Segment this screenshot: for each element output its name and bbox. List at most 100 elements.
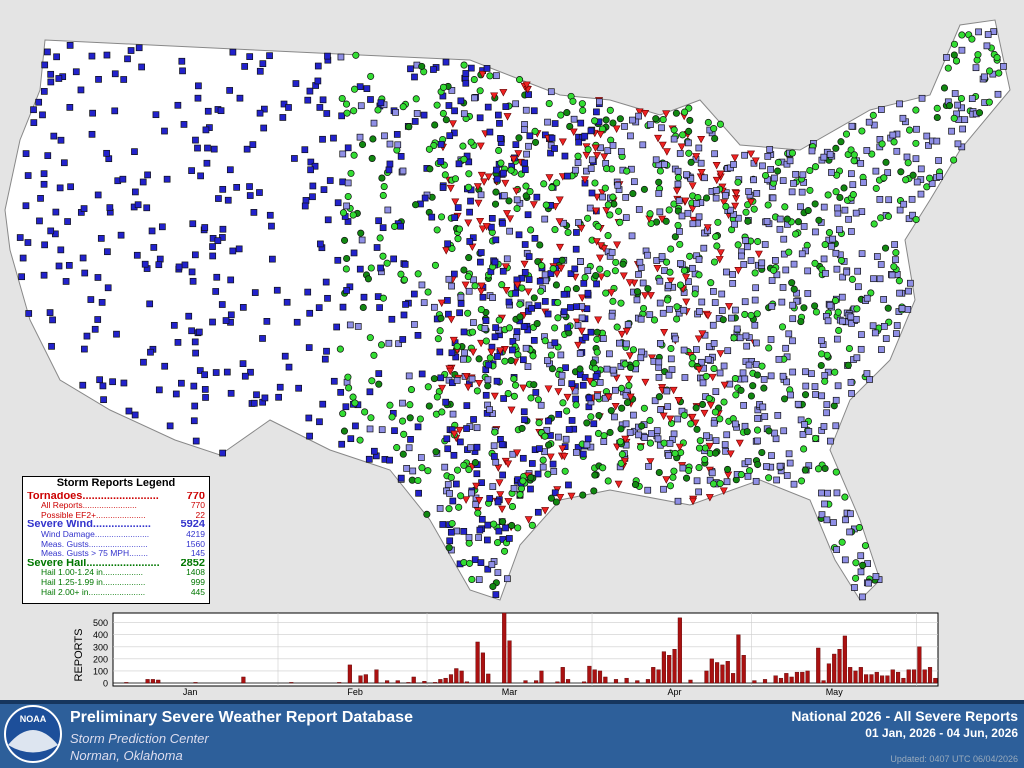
hail-marker xyxy=(471,459,479,467)
bar xyxy=(480,652,485,684)
wind-marker xyxy=(723,431,731,439)
hail-marker xyxy=(388,413,396,421)
hail-marker xyxy=(489,582,497,591)
wind-marker xyxy=(609,366,617,374)
hail-marker xyxy=(591,179,599,187)
hail-marker xyxy=(368,154,376,162)
wind-marker xyxy=(391,427,398,435)
hail-marker xyxy=(548,184,556,192)
bar xyxy=(826,663,831,684)
tornado-marker xyxy=(476,217,485,226)
wind-marker xyxy=(30,106,37,114)
wind-marker xyxy=(826,150,834,158)
wind-marker xyxy=(872,167,880,175)
hail-marker xyxy=(425,145,433,153)
wind-marker xyxy=(689,220,697,228)
wind-marker xyxy=(716,369,724,377)
hail-marker xyxy=(475,355,483,363)
wind-marker xyxy=(229,247,237,255)
tornado-marker xyxy=(558,445,567,453)
wind-marker xyxy=(637,315,645,323)
wind-marker xyxy=(799,171,807,179)
wind-marker xyxy=(754,437,761,445)
wind-marker xyxy=(462,70,470,77)
wind-marker xyxy=(491,333,499,341)
wind-marker xyxy=(41,241,48,249)
hail-marker xyxy=(770,266,778,274)
hail-marker xyxy=(471,282,479,290)
wind-marker xyxy=(462,79,470,87)
wind-marker xyxy=(859,593,866,601)
wind-marker xyxy=(484,536,491,544)
wind-marker xyxy=(259,60,267,67)
bar xyxy=(848,667,853,684)
wind-marker xyxy=(767,372,775,380)
wind-marker xyxy=(783,378,790,386)
bar xyxy=(896,671,901,684)
wind-marker xyxy=(994,90,1002,98)
tornado-marker xyxy=(697,168,706,177)
wind-marker xyxy=(808,370,815,377)
wind-marker xyxy=(774,412,782,419)
wind-marker xyxy=(40,271,48,279)
tornado-marker xyxy=(567,492,576,501)
row-label: Hail 1.00-1.24 in................. xyxy=(41,568,144,578)
bar xyxy=(789,676,794,684)
wind-marker xyxy=(812,228,819,236)
wind-marker xyxy=(79,381,87,389)
hail-marker xyxy=(453,466,462,474)
wind-marker xyxy=(246,192,254,199)
tornado-marker xyxy=(546,453,555,462)
wind-marker xyxy=(453,377,461,384)
wind-marker xyxy=(852,209,860,217)
tornado-marker xyxy=(625,352,634,360)
x-tick-label: Mar xyxy=(502,687,518,697)
bar xyxy=(667,655,672,684)
wind-marker xyxy=(192,251,199,259)
bar xyxy=(486,673,491,684)
hail-marker xyxy=(380,183,388,191)
wind-marker xyxy=(788,188,796,196)
wind-marker xyxy=(204,107,212,115)
wind-marker xyxy=(584,435,592,443)
bar xyxy=(661,651,666,684)
wind-marker xyxy=(892,256,899,264)
wind-marker xyxy=(394,141,402,149)
hail-marker xyxy=(542,201,550,209)
tornado-marker xyxy=(506,215,515,223)
wind-marker xyxy=(768,277,776,284)
tornado-marker xyxy=(513,281,522,290)
hail-marker xyxy=(710,365,718,373)
hail-marker xyxy=(902,176,910,184)
wind-marker xyxy=(144,171,151,179)
wind-marker xyxy=(397,153,405,160)
wind-marker xyxy=(319,96,327,104)
wind-marker xyxy=(309,193,316,201)
wind-marker xyxy=(557,351,565,359)
hail-marker xyxy=(604,201,612,209)
wind-marker xyxy=(627,132,634,140)
wind-marker xyxy=(316,104,324,111)
wind-marker xyxy=(833,265,841,273)
wind-marker xyxy=(166,422,174,430)
wind-marker xyxy=(776,462,784,470)
tornado-marker xyxy=(462,496,471,504)
hail-marker xyxy=(804,206,812,215)
wind-marker xyxy=(139,178,147,186)
wind-marker xyxy=(83,332,91,340)
wind-marker xyxy=(96,376,103,384)
wind-marker xyxy=(191,402,199,410)
wind-marker xyxy=(439,184,447,191)
hail-marker xyxy=(859,561,867,569)
wind-marker xyxy=(884,169,892,177)
tornado-marker xyxy=(512,187,521,196)
hail-marker xyxy=(753,310,761,318)
hail-marker xyxy=(541,432,549,440)
wind-marker xyxy=(882,335,890,342)
wind-marker xyxy=(338,440,346,448)
wind-marker xyxy=(411,118,419,125)
tornado-marker xyxy=(504,460,513,468)
bar xyxy=(587,665,592,684)
wind-marker xyxy=(761,413,769,420)
